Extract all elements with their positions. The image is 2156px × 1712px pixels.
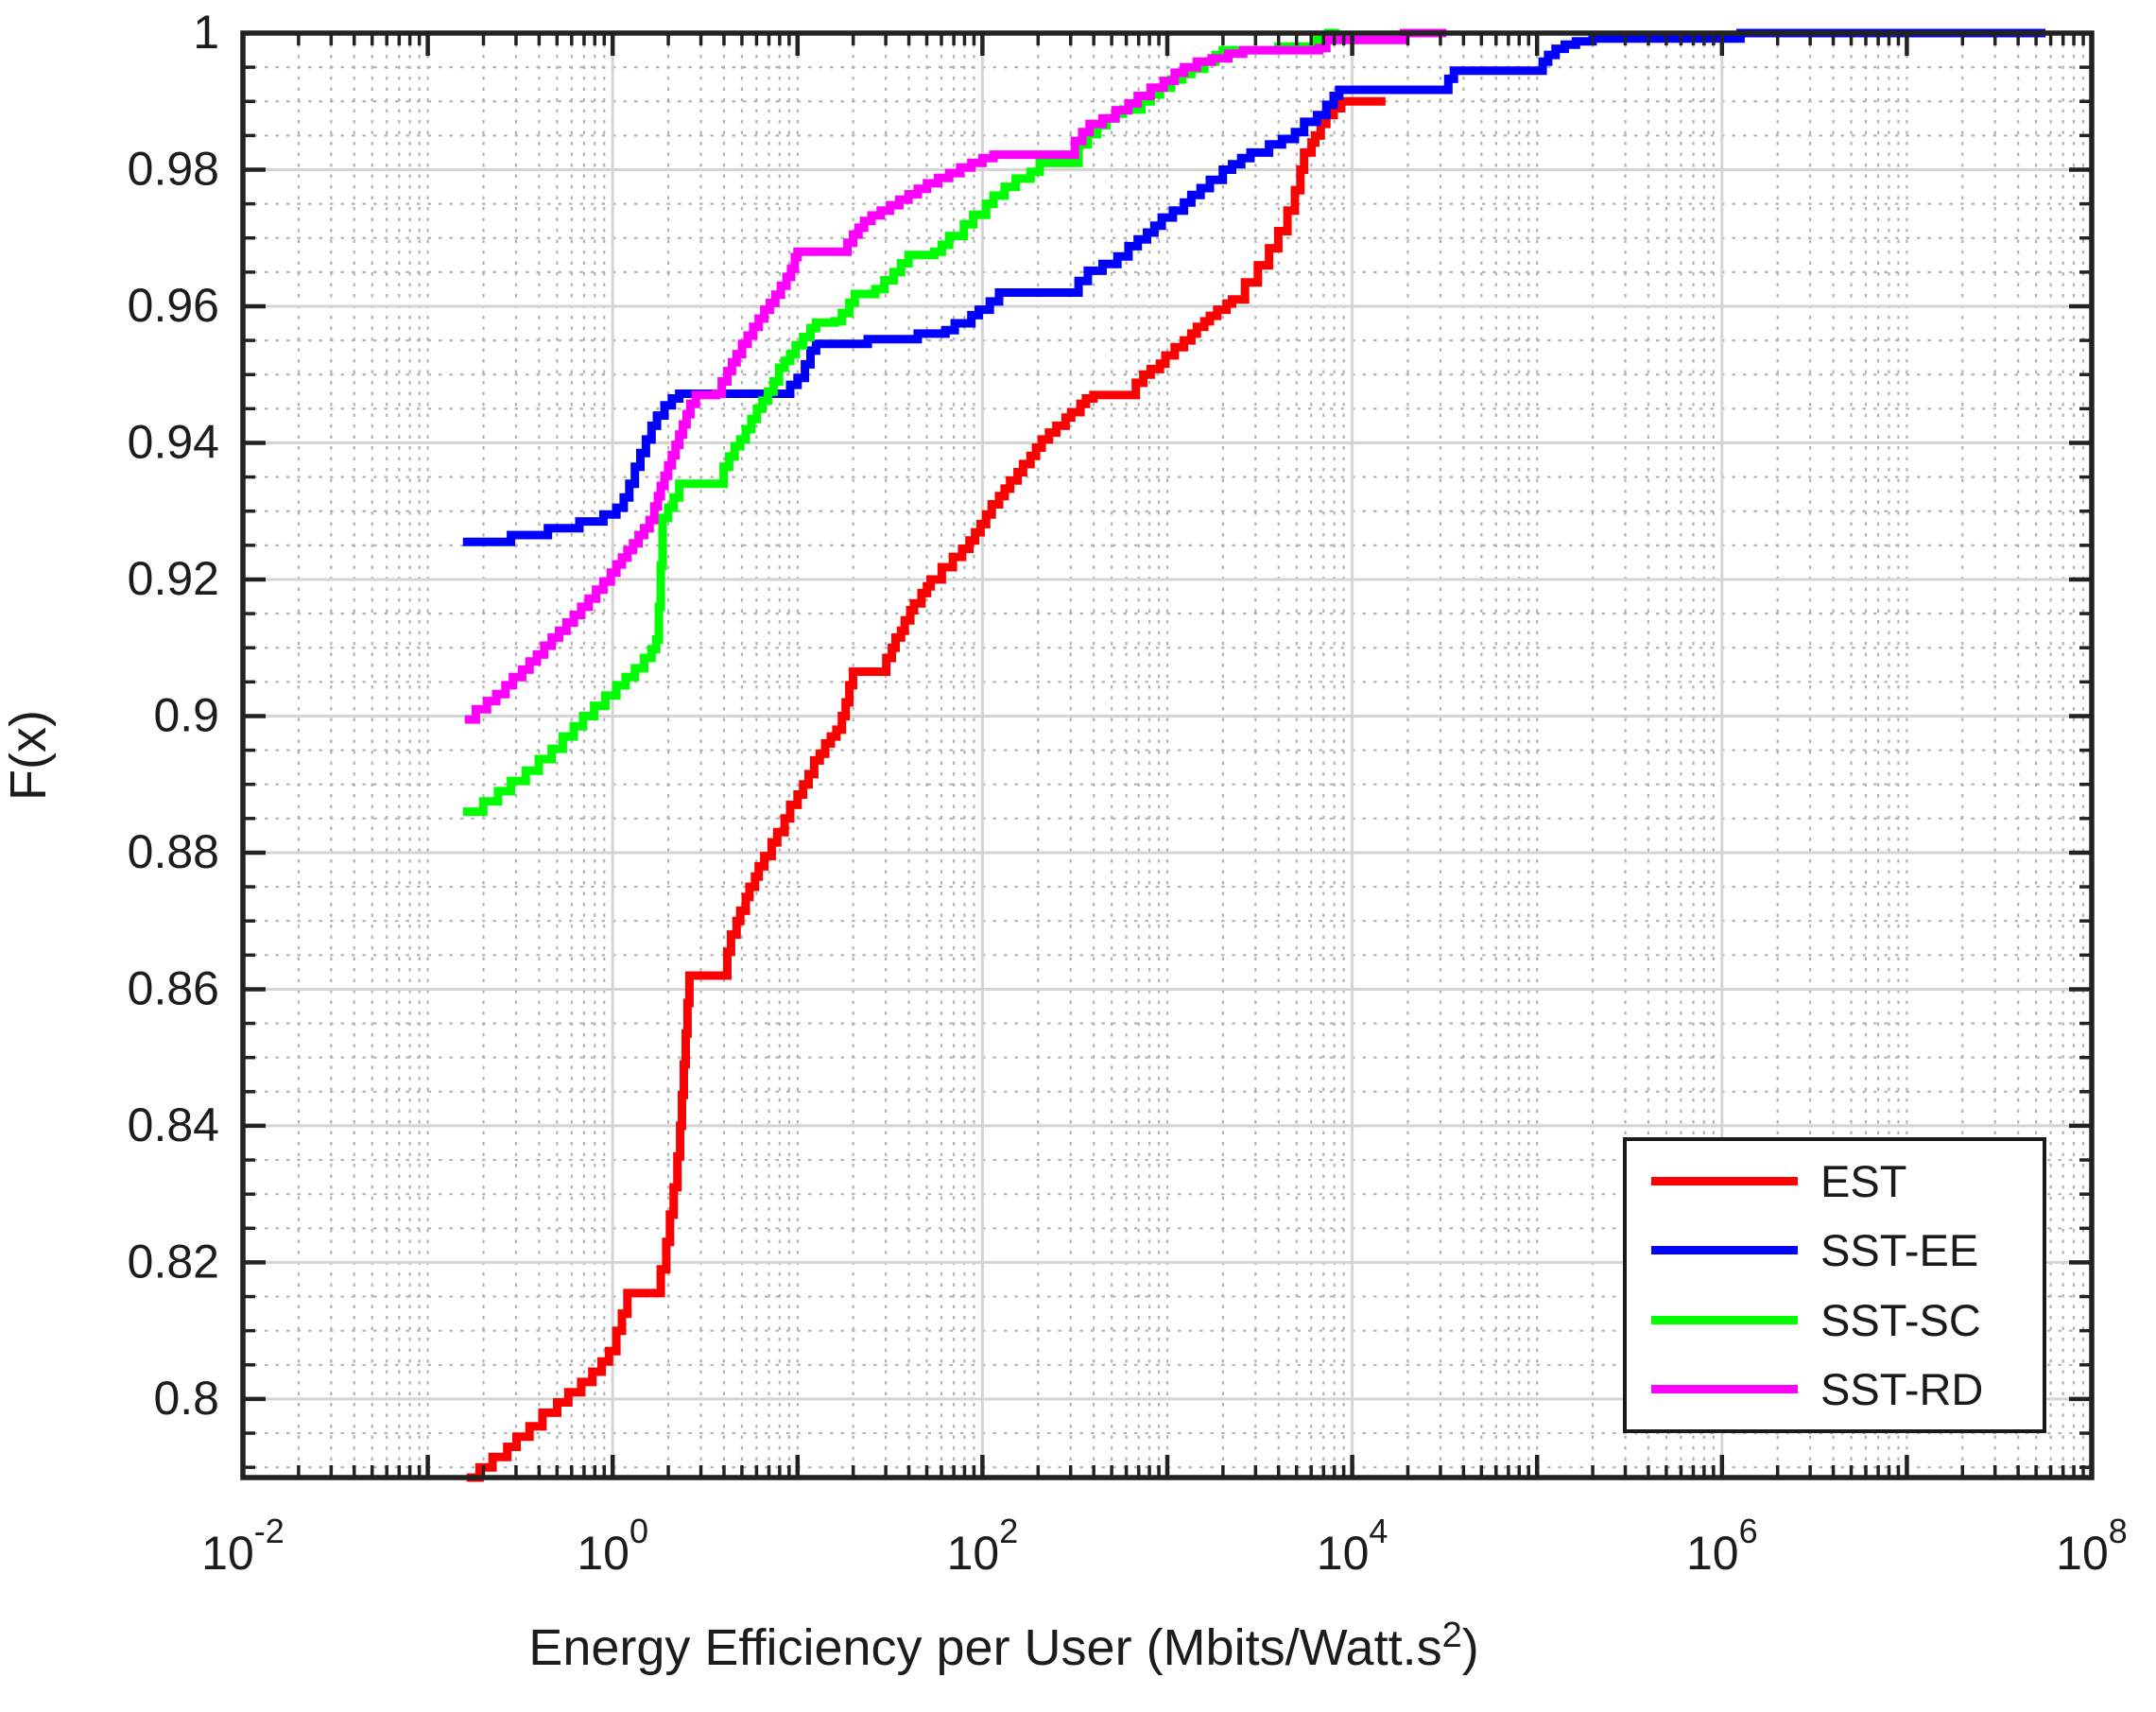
y-tick-label: 0.8 (153, 1372, 219, 1425)
series-line-sst-ee (462, 28, 2046, 546)
x-tick-label: 102 (947, 1512, 1019, 1580)
y-tick-label: 0.84 (128, 1098, 219, 1151)
legend-line-swatch-sst-ee (1651, 1246, 1798, 1255)
legend-row-sst-sc: SST-SC (1627, 1298, 2043, 1342)
y-tick-label: 0.82 (128, 1235, 219, 1288)
legend-line-swatch-sst-sc (1651, 1315, 1798, 1324)
x-tick-labels: 10-2 100 102 104 106 108 (201, 1512, 2128, 1580)
y-tick-label: 1 (193, 6, 219, 59)
series-line-sst-sc (462, 28, 1339, 817)
legend-label-sst-sc: SST-SC (1820, 1294, 1981, 1345)
legend-label-sst-ee: SST-EE (1820, 1225, 1979, 1276)
legend-line-swatch-est (1651, 1177, 1798, 1186)
series-line-est (466, 96, 1386, 1482)
y-tick-label: 0.86 (128, 961, 219, 1014)
minor-gridlines (243, 33, 2092, 1478)
y-axis-label: F(x) (0, 710, 57, 801)
y-tick-label: 0.92 (128, 552, 219, 605)
legend-box: EST SST-EE SST-SC SST-RD (1623, 1137, 2046, 1433)
legend-row-sst-rd: SST-RD (1627, 1367, 2043, 1411)
y-tick-label: 0.9 (153, 688, 219, 741)
x-axis-label-close: ) (1461, 1619, 1479, 1676)
y-tick-label: 0.94 (128, 415, 219, 468)
series-line-sst-rd (464, 28, 1447, 724)
axis-ticks (240, 30, 2095, 1478)
legend-row-est: EST (1627, 1159, 2043, 1203)
y-tick-label: 0.98 (128, 142, 219, 195)
x-axis-label: Energy Efficiency per User (Mbits/Watt.s… (528, 1616, 1479, 1677)
y-tick-labels: 0.8 0.82 0.84 0.86 0.88 0.9 0.92 0.94 0.96 0.98 1 (128, 6, 219, 1425)
legend-row-sst-ee: SST-EE (1627, 1228, 2043, 1272)
x-tick-label: 104 (1317, 1512, 1388, 1580)
legend-line-swatch-sst-rd (1651, 1384, 1798, 1393)
y-tick-label: 0.88 (128, 825, 219, 878)
cdf-curves (462, 28, 2046, 1482)
x-tick-label: 10-2 (201, 1512, 285, 1580)
x-tick-label: 108 (2056, 1512, 2128, 1580)
x-axis-label-exponent: 2 (1441, 1616, 1462, 1655)
x-tick-label: 106 (1686, 1512, 1758, 1580)
y-tick-label: 0.96 (128, 279, 219, 332)
legend-label-est: EST (1820, 1156, 1907, 1207)
legend-label-sst-rd: SST-RD (1820, 1363, 1984, 1414)
x-axis-label-text: Energy Efficiency per User (Mbits/Watt.s (528, 1619, 1442, 1676)
x-tick-label: 100 (577, 1512, 648, 1580)
